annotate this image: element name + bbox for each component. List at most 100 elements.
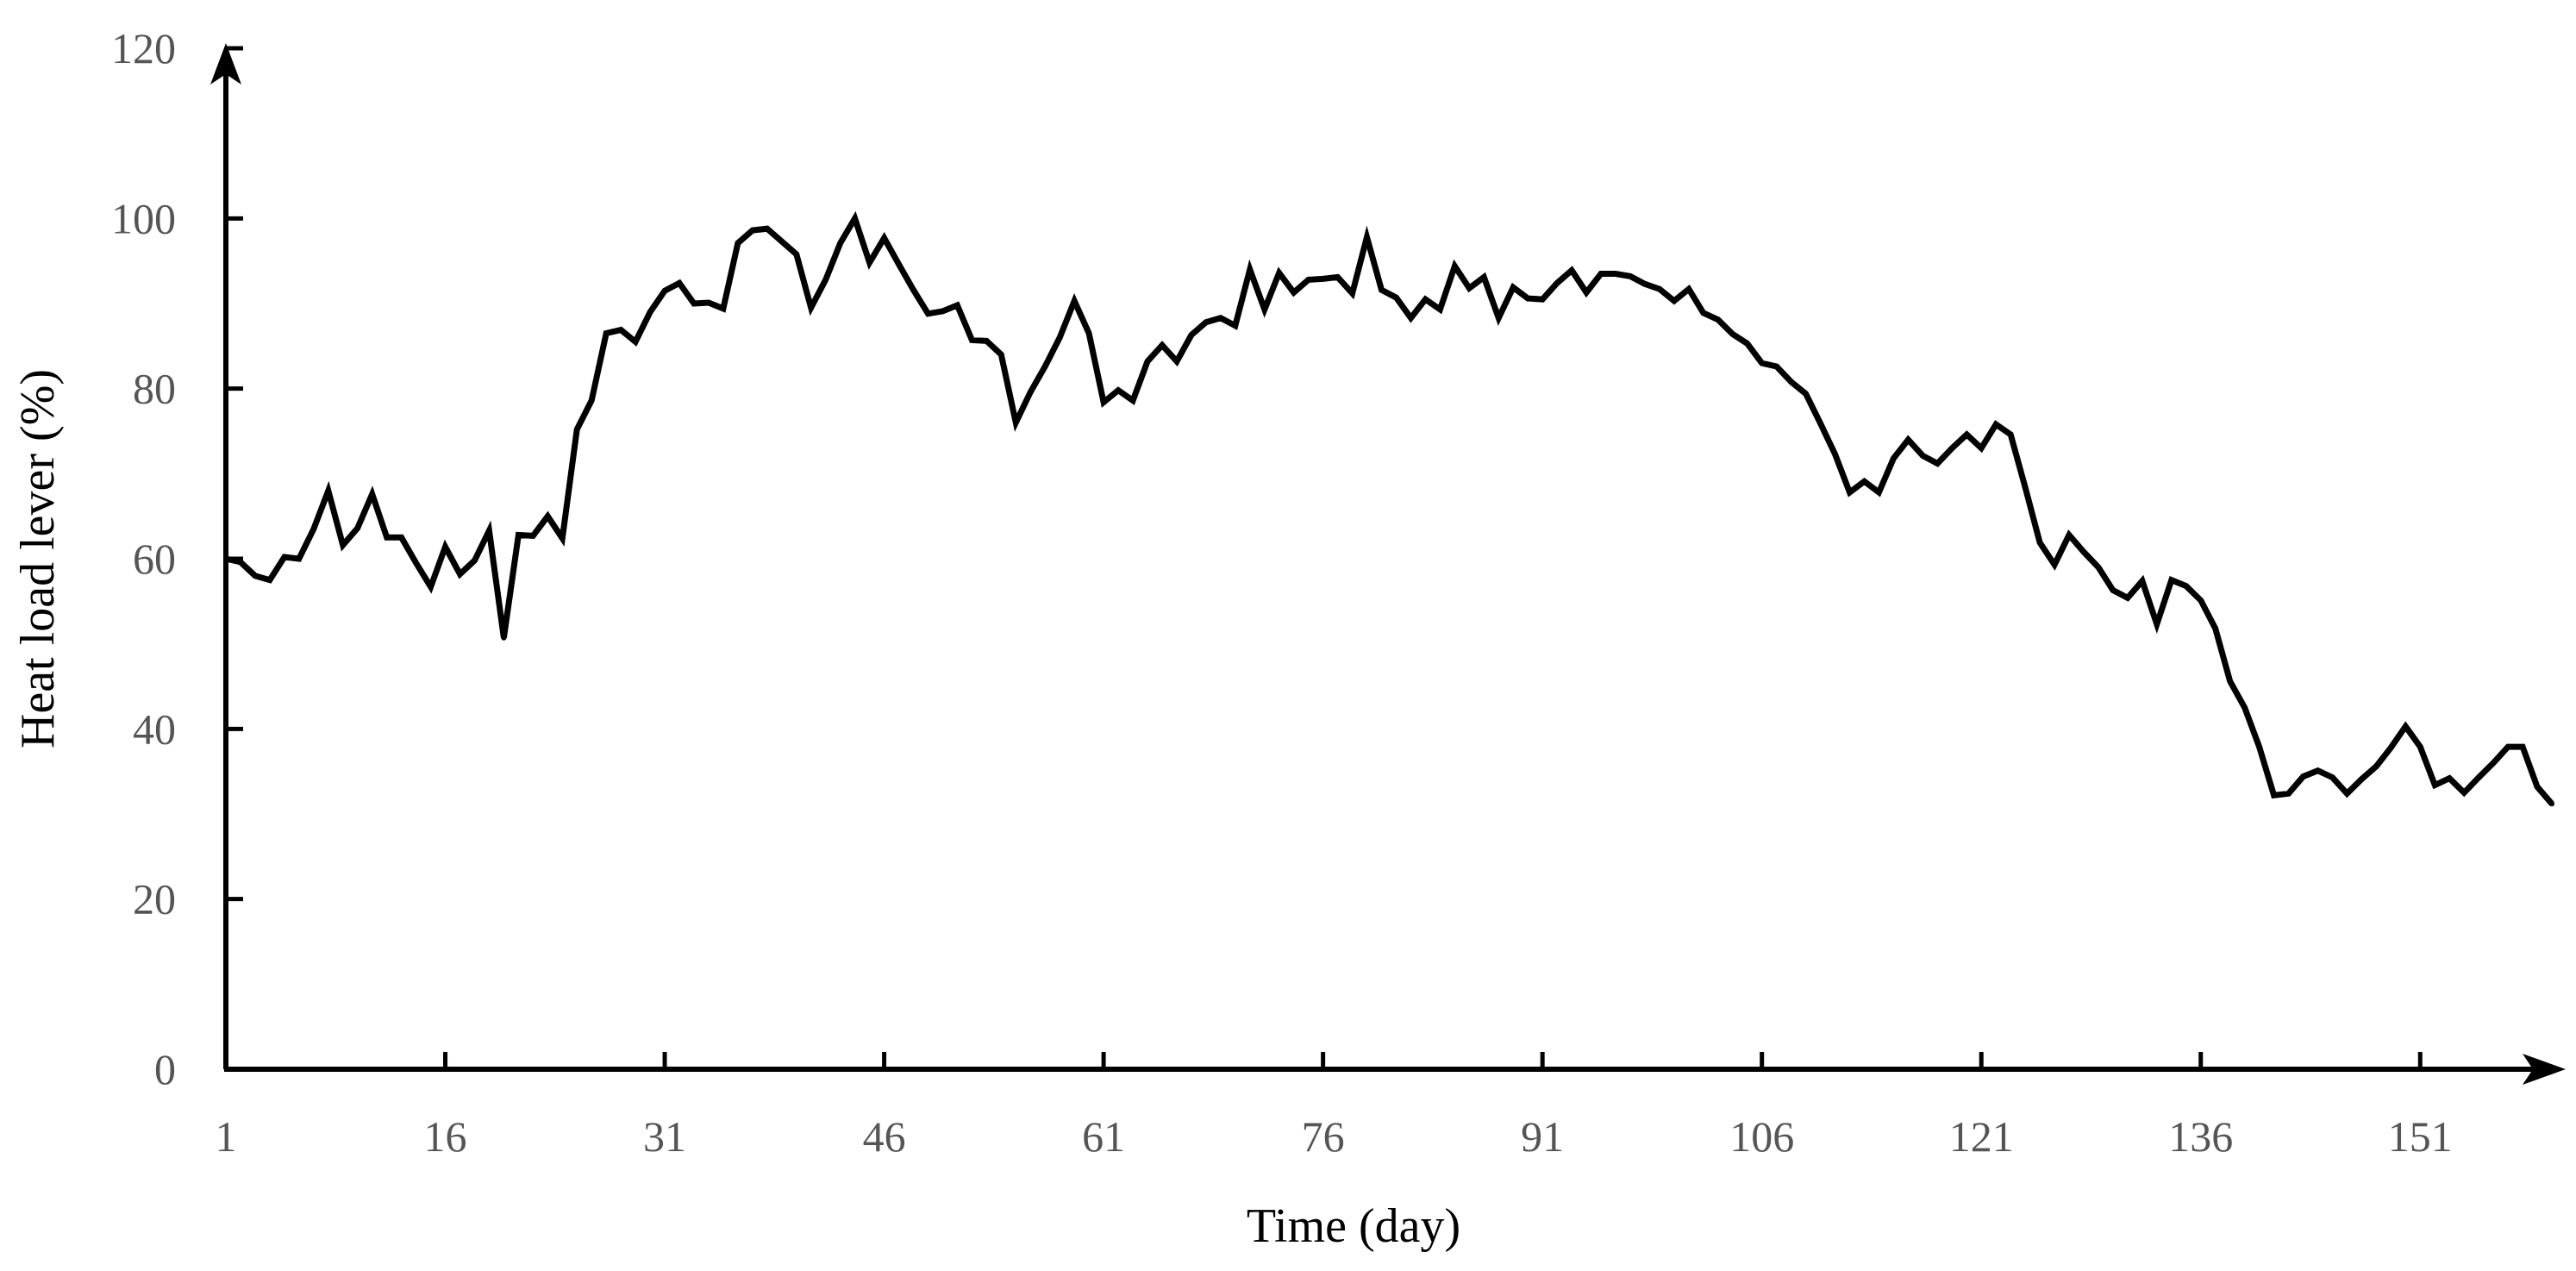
data-point <box>574 427 580 432</box>
data-point <box>472 558 478 563</box>
data-point <box>2388 745 2394 750</box>
data-point <box>1320 276 1326 282</box>
y-tick-label: 60 <box>133 535 176 583</box>
data-point <box>516 532 522 538</box>
data-point <box>2212 625 2218 631</box>
data-point <box>984 338 990 344</box>
data-point <box>442 544 448 550</box>
data-point <box>866 260 872 266</box>
data-point <box>1437 306 1443 312</box>
data-point <box>1364 235 1370 240</box>
data-point <box>793 251 799 257</box>
data-point <box>940 308 946 314</box>
data-point <box>1057 335 1063 341</box>
data-point <box>691 301 697 306</box>
data-point <box>2461 790 2467 796</box>
series-line <box>225 210 2554 806</box>
data-point <box>925 310 931 316</box>
data-point <box>778 239 785 244</box>
data-point <box>2549 801 2554 807</box>
x-tick-label: 121 <box>1949 1112 2014 1161</box>
data-point <box>2052 561 2058 567</box>
data-point <box>2037 540 2043 546</box>
data-point <box>2476 774 2482 780</box>
data-point <box>1496 315 1502 321</box>
data-point <box>2315 767 2321 773</box>
data-point <box>1028 389 1034 395</box>
data-point <box>1832 451 1838 457</box>
data-point <box>852 216 858 222</box>
data-point <box>2417 744 2423 750</box>
x-tick-label: 76 <box>1302 1112 1345 1161</box>
data-point <box>1920 453 1926 459</box>
data-point <box>2285 791 2292 797</box>
data-point <box>1130 398 1136 404</box>
data-point <box>2168 577 2174 583</box>
data-point <box>1160 342 1165 348</box>
data-point <box>2139 578 2145 584</box>
data-point <box>677 280 682 286</box>
x-tick-label: 151 <box>2388 1112 2453 1161</box>
data-point <box>252 573 258 579</box>
data-point <box>1715 316 1721 322</box>
data-point <box>1628 273 1633 279</box>
data-point <box>1685 286 1691 292</box>
data-point <box>2373 763 2379 769</box>
data-point <box>369 491 375 497</box>
data-point <box>1349 291 1355 297</box>
data-point <box>2403 723 2409 729</box>
data-point <box>1876 490 1882 495</box>
data-point <box>1759 360 1765 366</box>
data-point <box>1276 270 1282 276</box>
data-point <box>428 584 434 590</box>
x-tick-label: 16 <box>424 1112 467 1161</box>
data-point <box>1466 285 1472 291</box>
data-point <box>1510 285 1516 291</box>
x-tick-label: 106 <box>1729 1112 1794 1161</box>
data-point <box>486 528 492 534</box>
data-point <box>618 327 624 333</box>
y-tick-label: 0 <box>154 1045 176 1093</box>
data-point <box>560 535 566 542</box>
data-point <box>1408 315 1414 321</box>
data-point <box>2110 587 2116 593</box>
x-axis-arrow-icon <box>2523 1054 2566 1085</box>
data-point <box>545 513 551 519</box>
data-point <box>2271 792 2277 798</box>
data-point <box>808 304 814 310</box>
data-point <box>1452 263 1458 269</box>
data-point <box>2329 774 2335 780</box>
x-axis-title: Time (day) <box>1247 1199 1460 1253</box>
data-point <box>735 240 741 246</box>
data-point <box>266 577 272 583</box>
data-point <box>1641 281 1648 287</box>
data-point <box>340 542 346 548</box>
y-tick-label: 80 <box>133 365 176 413</box>
data-point <box>2124 595 2130 601</box>
data-point <box>1540 297 1546 303</box>
data-point <box>354 525 360 531</box>
data-point <box>1305 277 1311 283</box>
data-point <box>969 337 975 343</box>
data-point <box>881 235 887 241</box>
data-point <box>1217 315 1223 321</box>
data-point <box>1086 330 1092 336</box>
data-point <box>281 554 287 560</box>
y-tick-label: 20 <box>133 875 176 924</box>
data-point <box>1379 287 1385 293</box>
data-point <box>1847 490 1853 495</box>
data-point <box>910 287 916 293</box>
data-point <box>2096 564 2101 570</box>
data-point <box>998 352 1004 358</box>
data-point <box>2081 549 2086 555</box>
data-point <box>1598 271 1604 277</box>
data-point <box>1773 364 1779 369</box>
data-point <box>2344 791 2350 797</box>
data-point <box>2491 760 2497 766</box>
data-point <box>720 305 726 311</box>
data-point <box>662 288 668 294</box>
x-tick-label: 31 <box>643 1112 686 1161</box>
data-point <box>706 300 711 305</box>
data-point <box>2520 744 2526 750</box>
